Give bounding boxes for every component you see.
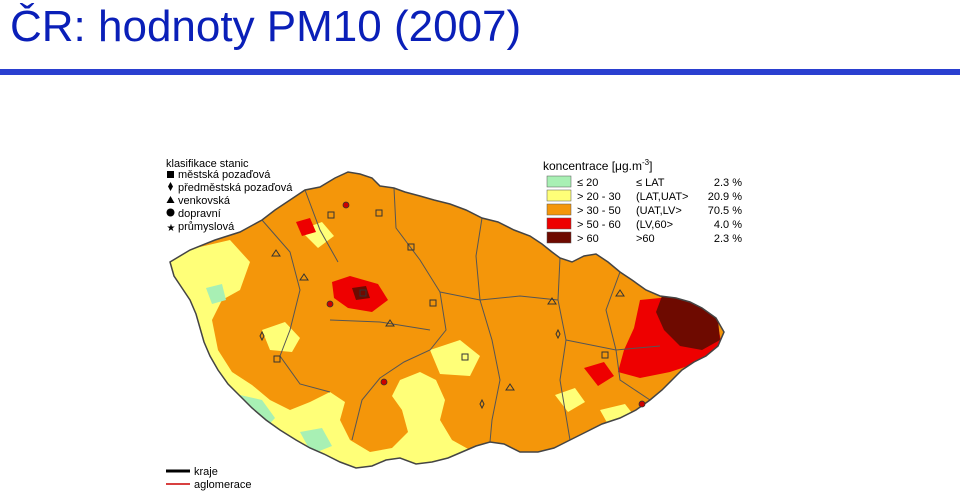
star-icon: ★ <box>167 223 176 234</box>
concentration-legend: koncentrace [μg.m-3] ≤ 20 ≤ LAT 2.3 % > … <box>543 158 742 245</box>
class-limit: ≤ LAT <box>636 177 665 189</box>
zone-le-20-b <box>300 428 332 454</box>
class-range: > 60 <box>577 233 599 245</box>
swatch-le-20 <box>546 175 572 188</box>
boundary-legend: kraje aglomerace <box>166 466 251 491</box>
country-border <box>169 171 725 469</box>
legend-label-regions: kraje <box>194 466 218 478</box>
legend-label-urban: městská pozaďová <box>178 169 271 181</box>
class-range: ≤ 20 <box>577 177 598 189</box>
legend-label-traffic: dopravní <box>178 208 221 220</box>
class-percent: 2.3 % <box>714 233 742 245</box>
class-percent: 70.5 % <box>708 205 742 217</box>
title-divider <box>0 69 960 75</box>
swatch-20-30 <box>546 189 572 202</box>
class-limit: >60 <box>636 233 655 245</box>
class-percent: 20.9 % <box>708 191 742 203</box>
zone-le-20-c <box>206 284 226 304</box>
legend-label-suburban: předměstská pozaďová <box>178 182 293 194</box>
class-range: > 30 - 50 <box>577 205 621 217</box>
legend-label-rural: venkovská <box>178 195 231 207</box>
traffic-station-markers <box>326 201 646 408</box>
zone-50-60-d <box>296 218 316 236</box>
class-range: > 20 - 30 <box>577 191 621 203</box>
class-limit: (LAT,UAT> <box>636 191 688 203</box>
swatch-50-60 <box>546 217 572 230</box>
station-markers <box>259 209 625 410</box>
diamond-icon <box>168 182 173 191</box>
zone-50-60-c <box>584 362 614 386</box>
triangle-icon <box>166 196 175 203</box>
class-limit: (UAT,LV> <box>636 205 682 217</box>
zone-20-30-b <box>430 340 480 376</box>
station-legend: klasifikace stanic městská pozaďová před… <box>166 158 293 234</box>
square-icon <box>167 171 174 178</box>
circle-icon <box>166 208 175 217</box>
legend-label-industrial: průmyslová <box>178 221 235 233</box>
class-range: > 50 - 60 <box>577 219 621 231</box>
station-legend-heading: klasifikace stanic <box>166 158 249 170</box>
class-percent: 4.0 % <box>714 219 742 231</box>
swatch-gt-60 <box>546 231 572 244</box>
legend-label-agglomeration: aglomerace <box>194 479 251 491</box>
page-title: ČR: hodnoty PM10 (2007) <box>10 2 522 51</box>
swatch-30-50 <box>546 203 572 216</box>
class-limit: (LV,60> <box>636 219 673 231</box>
concentration-legend-heading: koncentrace [μg.m-3] <box>543 158 652 173</box>
class-percent: 2.3 % <box>714 177 742 189</box>
